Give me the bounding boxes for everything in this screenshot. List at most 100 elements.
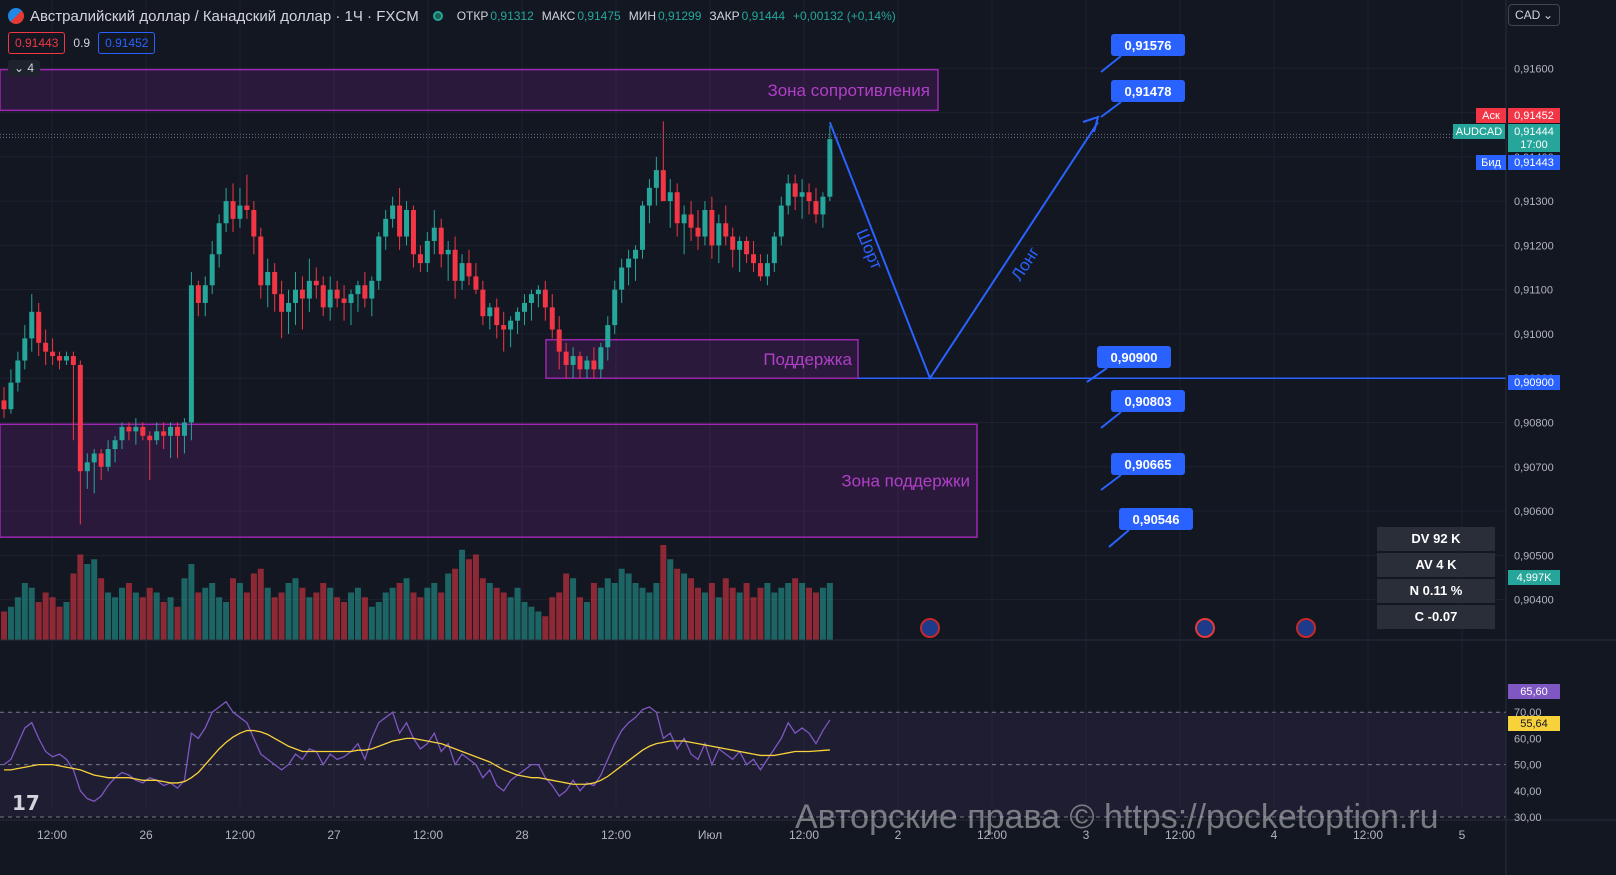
volume-bar: [792, 578, 799, 640]
level-callout: [1111, 34, 1185, 56]
zone-label: Зона поддержки: [841, 472, 970, 491]
candle-body: [515, 311, 521, 321]
time-tick-label: 12:00: [1353, 828, 1383, 842]
volume-bar: [348, 592, 354, 640]
candle-body: [549, 307, 555, 330]
candle-body: [584, 360, 590, 370]
volume-bar: [674, 568, 681, 640]
candle-body: [258, 236, 264, 286]
volume-bar: [28, 587, 35, 640]
candle-body: [417, 254, 423, 264]
volume-bar: [486, 583, 493, 640]
indicators-toggle[interactable]: ⌄ 4: [8, 60, 41, 76]
candle-body: [806, 192, 812, 202]
buy-button[interactable]: 0.91452: [98, 32, 156, 54]
rsi-ma-line: [4, 729, 830, 785]
candle-body: [105, 449, 111, 467]
candle-body: [459, 263, 465, 281]
volume-bar: [236, 583, 243, 640]
time-tick-label: 27: [327, 828, 341, 842]
level-callout-text: 0,90900: [1111, 350, 1158, 365]
zone-label: Поддержка: [763, 350, 852, 369]
volume-bar: [188, 564, 195, 640]
arrow-head: [1082, 115, 1100, 133]
candle-body: [522, 302, 527, 312]
candle-body: [813, 201, 819, 215]
candle-body: [237, 205, 243, 219]
volume-bar: [153, 592, 160, 640]
rsi-tick-label: 40,00: [1514, 786, 1542, 798]
volume-bar: [132, 592, 139, 640]
currency-select[interactable]: CAD ⌄: [1508, 4, 1560, 26]
candle-body: [43, 342, 49, 352]
volume-bar: [382, 592, 389, 640]
ask-label-badge: [1476, 108, 1506, 123]
candle-body: [404, 209, 410, 237]
event-flag-icon: [1195, 618, 1215, 638]
candle-body: [605, 325, 611, 348]
tradingview-logo[interactable]: 17: [12, 791, 40, 815]
candle-body: [556, 329, 562, 352]
zone-rect: [545, 338, 859, 379]
volume-bar: [771, 592, 778, 640]
bid-label-badge: [1476, 155, 1506, 170]
volume-bar: [424, 587, 431, 640]
time-tick-label: 12:00: [225, 828, 255, 842]
stat-av: AV 4 K: [1377, 553, 1495, 577]
ask-price-badge-text: 0,91452: [1514, 110, 1554, 122]
candle-body: [487, 307, 493, 317]
callout-pointer: [1086, 367, 1108, 383]
price-tick-label: 0,91100: [1514, 285, 1553, 297]
volume-badge-text: 4,997K: [1517, 572, 1553, 584]
bid-label-badge-text: Бид: [1481, 157, 1501, 169]
indicators-count: 4: [27, 61, 35, 75]
time-tick-label: 12:00: [413, 828, 443, 842]
price-tick-label: 0,91300: [1514, 196, 1554, 208]
rsi-pane: [0, 700, 1506, 818]
level-callout-text: 0,90546: [1133, 512, 1180, 527]
line-price-badge-text: 0,90900: [1514, 377, 1554, 389]
copyright-watermark: Авторские права © https://pocketoption.r…: [795, 798, 1439, 836]
candle-body: [292, 289, 298, 303]
candle-body: [702, 209, 708, 237]
volume-bar: [216, 597, 223, 640]
volume-bar: [625, 573, 632, 640]
candle-body: [764, 263, 770, 277]
level-callout-text: 0,91576: [1125, 38, 1172, 53]
volume-bar: [535, 611, 542, 640]
price-tick-label: 0,91600: [1514, 63, 1554, 75]
candle-body: [22, 338, 28, 361]
callout-pointer: [1100, 474, 1122, 491]
volume-bar: [327, 587, 334, 640]
time-tick-label: 28: [515, 828, 529, 842]
candle-body: [737, 240, 743, 250]
volume-bar: [125, 583, 132, 640]
rsi-ma-badge: [1508, 716, 1560, 731]
volume-bar: [604, 578, 611, 640]
candle-body: [688, 214, 694, 228]
candle-body: [709, 209, 715, 246]
countdown-badge: [1508, 138, 1560, 152]
time-tick-label: 12:00: [1165, 828, 1195, 842]
market-status-icon[interactable]: [432, 11, 443, 21]
candle-body: [480, 289, 486, 317]
volume-bar: [195, 592, 202, 640]
candle-body: [653, 170, 659, 188]
close-value: 0,91444: [741, 9, 786, 23]
rsi-tick-label: 30,00: [1514, 812, 1542, 824]
candle-body: [15, 360, 21, 383]
high-label: МАКС: [541, 9, 576, 23]
candle-body: [244, 205, 250, 210]
volume-bar: [708, 583, 715, 640]
candle-body: [646, 187, 652, 206]
time-tick-label: 2: [895, 828, 902, 842]
symbol-badge-text: AUDCAD: [1456, 126, 1503, 138]
volume-bar: [167, 597, 174, 640]
candle-body: [119, 426, 125, 441]
open-label: ОТКР: [456, 9, 489, 23]
volume-bar: [736, 592, 743, 640]
sell-button[interactable]: 0.91443: [8, 32, 66, 54]
volume-bar: [750, 597, 757, 640]
symbol-title[interactable]: Австралийский доллар / Канадский доллар …: [30, 7, 419, 25]
